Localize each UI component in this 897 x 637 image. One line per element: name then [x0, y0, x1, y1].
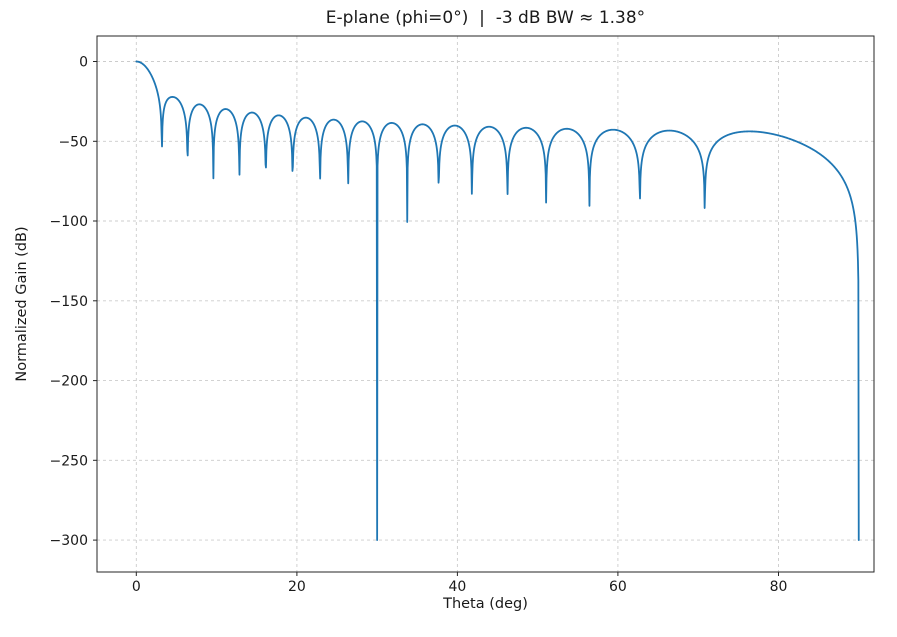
y-tick-label: −300	[50, 533, 88, 549]
y-tick-label: −250	[50, 453, 88, 469]
x-tick-label: 80	[770, 579, 788, 595]
x-tick-label: 60	[609, 579, 627, 595]
gain-curve	[135, 60, 860, 541]
y-tick-label: −200	[50, 374, 88, 390]
y-tick-label: −50	[58, 134, 88, 150]
y-tick-label: −150	[50, 294, 88, 310]
x-tick-label: 40	[448, 579, 466, 595]
chart-title: E-plane (phi=0°) | -3 dB BW ≈ 1.38°	[325, 8, 646, 28]
x-tick-label: 0	[132, 579, 141, 595]
y-tick-label: 0	[79, 55, 88, 71]
x-tick-label: 20	[288, 579, 306, 595]
x-axis-label: Theta (deg)	[443, 596, 528, 612]
axes-frame	[96, 35, 875, 573]
y-tick-label: −100	[50, 214, 88, 230]
